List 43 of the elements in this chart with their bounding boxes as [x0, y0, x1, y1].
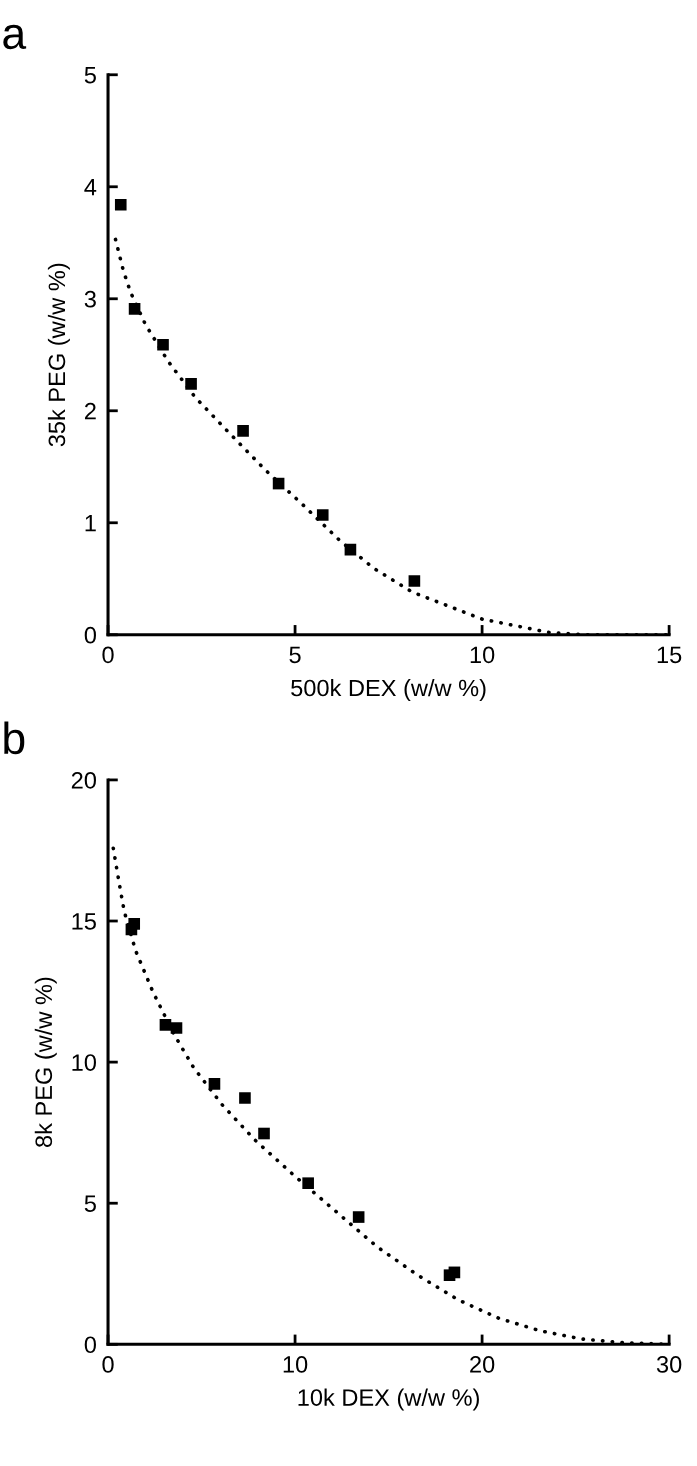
chart-title: b: [4, 721, 25, 755]
point: [344, 543, 357, 556]
point: [128, 303, 141, 315]
point: [114, 198, 127, 211]
x-tick-label: 30: [656, 1356, 682, 1373]
x-tick-label: 0: [102, 646, 114, 664]
point: [237, 425, 249, 437]
x-tick-label: 20: [470, 1356, 495, 1373]
x-tick-label: 5: [289, 646, 301, 664]
chart-title: a: [3, 24, 27, 50]
y-tick-label: 5: [84, 67, 96, 84]
point: [170, 1022, 183, 1034]
x-tick-label: 10: [283, 1356, 308, 1373]
x-tick-label: 0: [102, 1356, 114, 1373]
point: [316, 509, 329, 521]
point: [272, 477, 285, 490]
point: [157, 338, 169, 351]
point: [185, 378, 197, 390]
y-tick-label: 20: [71, 771, 96, 789]
point: [258, 1127, 270, 1140]
y-tick-label: 1: [85, 515, 96, 532]
y-axis-title: 8k PEG (w/w %): [34, 977, 57, 1148]
y-tick-label: 0: [84, 626, 96, 644]
point: [128, 918, 141, 930]
point: [239, 1092, 251, 1104]
y-tick-label: 2: [84, 402, 96, 420]
point: [408, 575, 421, 587]
point: [352, 1211, 365, 1223]
x-axis-title: 500k DEX (w/w %): [291, 679, 486, 702]
point: [159, 1019, 172, 1031]
y-tick-label: 4: [84, 179, 97, 196]
y-tick-label: 5: [84, 1195, 96, 1213]
y-tick-label: 15: [72, 913, 96, 930]
y-tick-label: 10: [72, 1054, 96, 1071]
point: [302, 1177, 314, 1189]
point: [208, 1078, 221, 1090]
x-tick-label: 15: [657, 646, 682, 664]
y-tick-label: 0: [84, 1336, 96, 1354]
y-axis-title: 35k PEG (w/w %): [47, 263, 70, 447]
y-tick-label: 3: [84, 290, 96, 308]
point: [448, 1266, 461, 1279]
x-axis-title: 10k DEX (w/w %): [298, 1388, 479, 1411]
x-tick-label: 10: [470, 646, 495, 664]
